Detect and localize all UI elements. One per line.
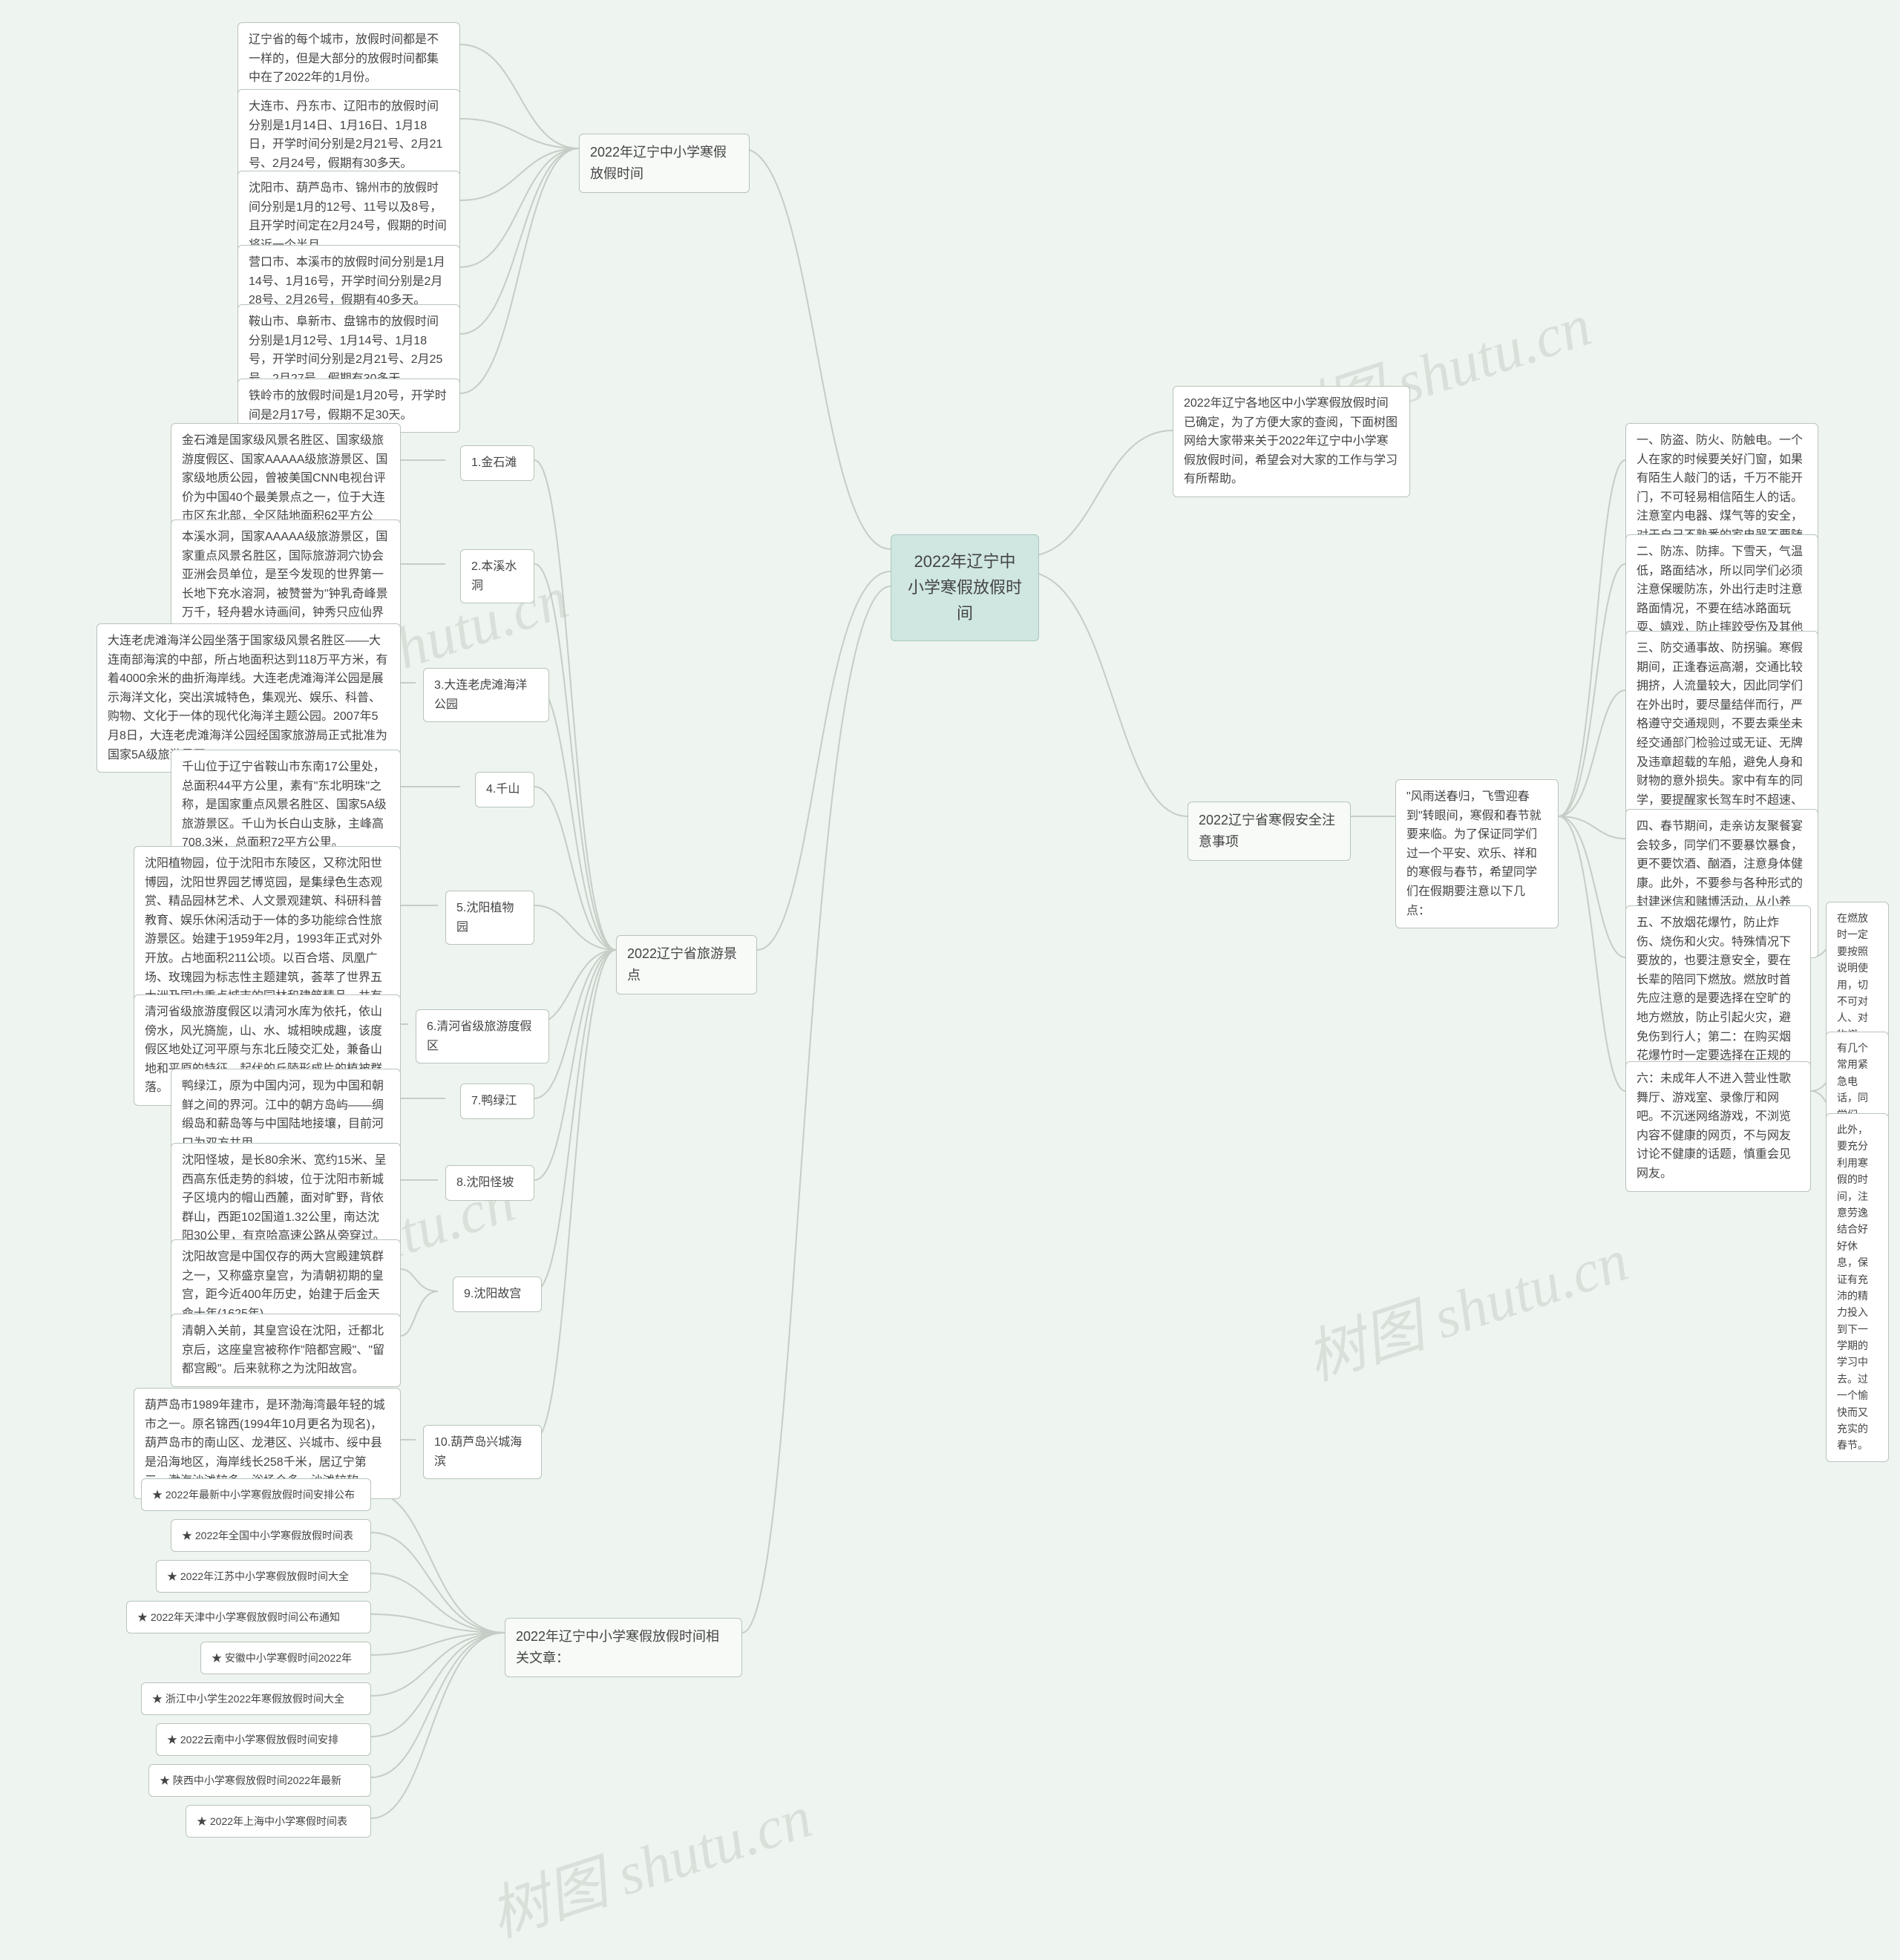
related-item[interactable]: ★ 2022云南中小学寒假放假时间安排 bbox=[156, 1723, 371, 1756]
sight-label[interactable]: 4.千山 bbox=[475, 772, 534, 807]
sight-label[interactable]: 8.沈阳怪坡 bbox=[445, 1165, 534, 1201]
related-item[interactable]: ★ 2022年上海中小学寒假时间表 bbox=[186, 1805, 371, 1838]
vacation-item[interactable]: 大连市、丹东市、辽阳市的放假时间分别是1月14日、1月16日、1月18日，开学时… bbox=[238, 89, 460, 181]
sight-label[interactable]: 10.葫芦岛兴城海滨 bbox=[423, 1425, 542, 1479]
related-item[interactable]: ★ 2022年江苏中小学寒假放假时间大全 bbox=[156, 1560, 371, 1593]
sight-label[interactable]: 1.金石滩 bbox=[460, 445, 534, 481]
sight-text[interactable]: 千山位于辽宁省鞍山市东南17公里处，总面积44平方公里，素有"东北明珠"之称，是… bbox=[171, 750, 401, 861]
safety-item[interactable]: 六：未成年人不进入营业性歌舞厅、游戏室、录像厅和网吧。不沉迷网络游戏，不浏览内容… bbox=[1625, 1061, 1811, 1192]
branch-vacation[interactable]: 2022年辽宁中小学寒假放假时间 bbox=[579, 134, 750, 193]
related-item[interactable]: ★ 陕西中小学寒假放假时间2022年最新 bbox=[148, 1764, 371, 1797]
related-item[interactable]: ★ 安徽中小学寒假时间2022年 bbox=[200, 1642, 371, 1674]
sight-text[interactable]: 清朝入关前，其皇宫设在沈阳，迁都北京后，这座皇宫被称作"陪都宫殿"、"留都宫殿"… bbox=[171, 1314, 401, 1387]
branch-sights[interactable]: 2022辽宁省旅游景点 bbox=[616, 935, 757, 994]
sight-label[interactable]: 2.本溪水洞 bbox=[460, 549, 534, 603]
sight-label[interactable]: 6.清河省级旅游度假区 bbox=[416, 1009, 549, 1063]
sight-label[interactable]: 9.沈阳故宫 bbox=[453, 1276, 542, 1312]
branch-safety[interactable]: 2022辽宁省寒假安全注意事项 bbox=[1188, 802, 1351, 861]
mindmap-canvas: 树图 shutu.cn 树图 shutu.cn shutu.cn 树图 shut… bbox=[0, 0, 1900, 1960]
sight-label[interactable]: 3.大连老虎滩海洋公园 bbox=[423, 668, 549, 722]
sight-label[interactable]: 5.沈阳植物园 bbox=[445, 891, 534, 945]
watermark: 树图 shutu.cn bbox=[477, 1769, 821, 1953]
safety-extra[interactable]: 此外，要充分利用寒假的时间，注意劳逸结合好好休息，保证有充沛的精力投入到下一学期… bbox=[1826, 1113, 1889, 1462]
related-item[interactable]: ★ 2022年天津中小学寒假放假时间公布通知 bbox=[126, 1601, 371, 1633]
intro-node[interactable]: 2022年辽宁各地区中小学寒假放假时间已确定，为了方便大家的查阅，下面树图网给大… bbox=[1173, 386, 1410, 497]
related-item[interactable]: ★ 2022年全国中小学寒假放假时间表 bbox=[171, 1519, 371, 1552]
related-item[interactable]: ★ 浙江中小学生2022年寒假放假时间大全 bbox=[141, 1682, 371, 1715]
vacation-item[interactable]: 辽宁省的每个城市，放假时间都是不一样的，但是大部分的放假时间都集中在了2022年… bbox=[238, 22, 460, 96]
related-item[interactable]: ★ 2022年最新中小学寒假放假时间安排公布 bbox=[141, 1478, 371, 1511]
safety-intro[interactable]: "风雨送春归，飞雪迎春到"转眼间，寒假和春节就要来临。为了保证同学们过一个平安、… bbox=[1395, 779, 1559, 928]
watermark: 树图 shutu.cn bbox=[1294, 1212, 1637, 1397]
root-node[interactable]: 2022年辽宁中小学寒假放假时间 bbox=[891, 534, 1039, 641]
branch-related[interactable]: 2022年辽宁中小学寒假放假时间相关文章： bbox=[505, 1618, 742, 1677]
sight-label[interactable]: 7.鸭绿江 bbox=[460, 1084, 534, 1119]
